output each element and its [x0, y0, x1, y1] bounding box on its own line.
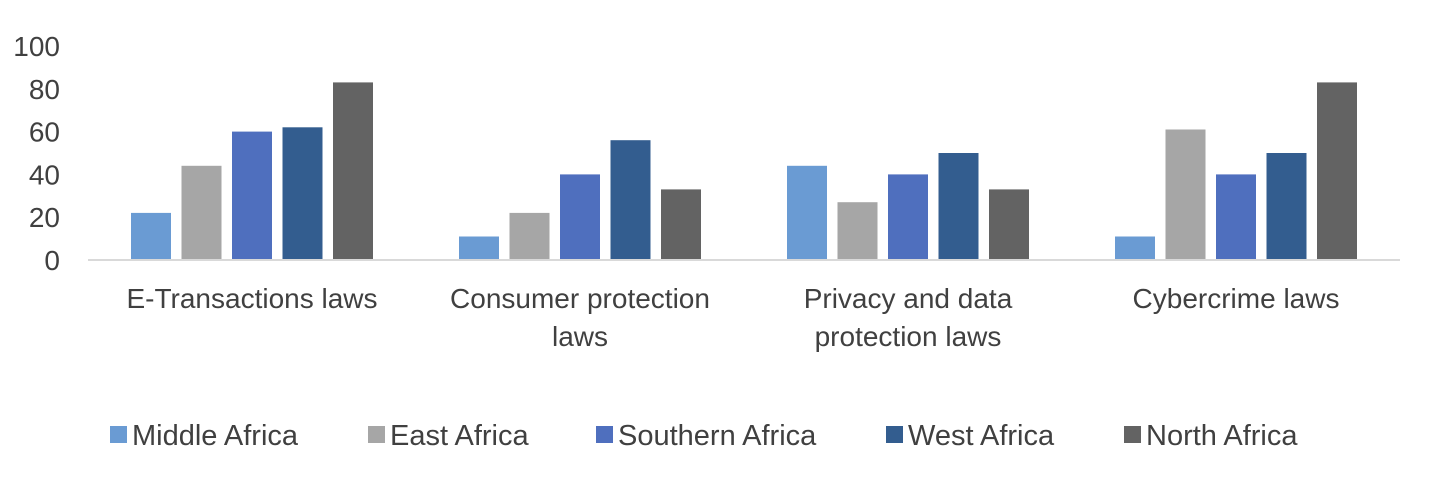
- bars: [131, 82, 1357, 261]
- legend-label: East Africa: [390, 420, 529, 452]
- bar-west-africa: [282, 127, 323, 260]
- bar-southern-africa: [560, 174, 600, 260]
- category-label: E-Transactions laws: [126, 283, 377, 314]
- bar-east-africa: [837, 202, 878, 260]
- y-axis-ticks: 0 20 40 60 80 100: [13, 31, 60, 276]
- category-label: Privacy and data: [804, 283, 1013, 314]
- y-tick-label: 100: [13, 31, 60, 62]
- category-label: protection laws: [815, 321, 1002, 352]
- legend-swatch: [110, 426, 127, 443]
- bar-middle-africa: [131, 212, 171, 260]
- bar-north-africa: [1317, 82, 1357, 261]
- bar-west-africa: [1266, 153, 1307, 260]
- legend-label: Middle Africa: [132, 420, 299, 452]
- bar-southern-africa: [232, 131, 272, 260]
- bar-north-africa: [661, 189, 701, 260]
- bar-southern-africa: [888, 174, 928, 260]
- bar-middle-africa: [459, 236, 499, 260]
- y-tick-label: 80: [29, 74, 60, 105]
- legend-swatch: [368, 426, 385, 443]
- category-label: Consumer protection: [450, 283, 710, 314]
- y-tick-label: 20: [29, 202, 60, 233]
- y-tick-label: 60: [29, 117, 60, 148]
- bar-east-africa: [1165, 129, 1206, 260]
- bar-north-africa: [333, 82, 373, 261]
- legend-label: Southern Africa: [618, 420, 817, 452]
- legend-swatch: [1124, 426, 1141, 443]
- legend-label: West Africa: [908, 420, 1055, 452]
- bar-east-africa: [509, 212, 550, 260]
- category-label: laws: [552, 321, 608, 352]
- legend-label: North Africa: [1146, 420, 1298, 452]
- y-tick-label: 0: [44, 245, 60, 276]
- bar-east-africa: [181, 165, 222, 260]
- bar-middle-africa: [787, 165, 827, 260]
- category-labels: E-Transactions laws Consumer protection la…: [126, 283, 1339, 352]
- bar-north-africa: [989, 189, 1029, 260]
- y-tick-label: 40: [29, 159, 60, 190]
- category-label: Cybercrime laws: [1133, 283, 1340, 314]
- bar-southern-africa: [1216, 174, 1256, 260]
- bar-west-africa: [610, 140, 651, 260]
- legend-swatch: [886, 426, 903, 443]
- legend-swatch: [596, 426, 613, 443]
- bar-middle-africa: [1115, 236, 1155, 260]
- bar-west-africa: [938, 153, 979, 260]
- legend: Middle Africa East Africa Southern Africa W…: [110, 420, 1298, 452]
